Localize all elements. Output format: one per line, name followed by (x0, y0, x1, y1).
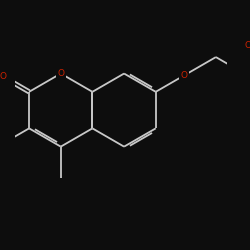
Text: O: O (57, 69, 64, 78)
Text: O: O (244, 41, 250, 50)
Text: O: O (0, 72, 7, 81)
Text: O: O (181, 71, 188, 80)
